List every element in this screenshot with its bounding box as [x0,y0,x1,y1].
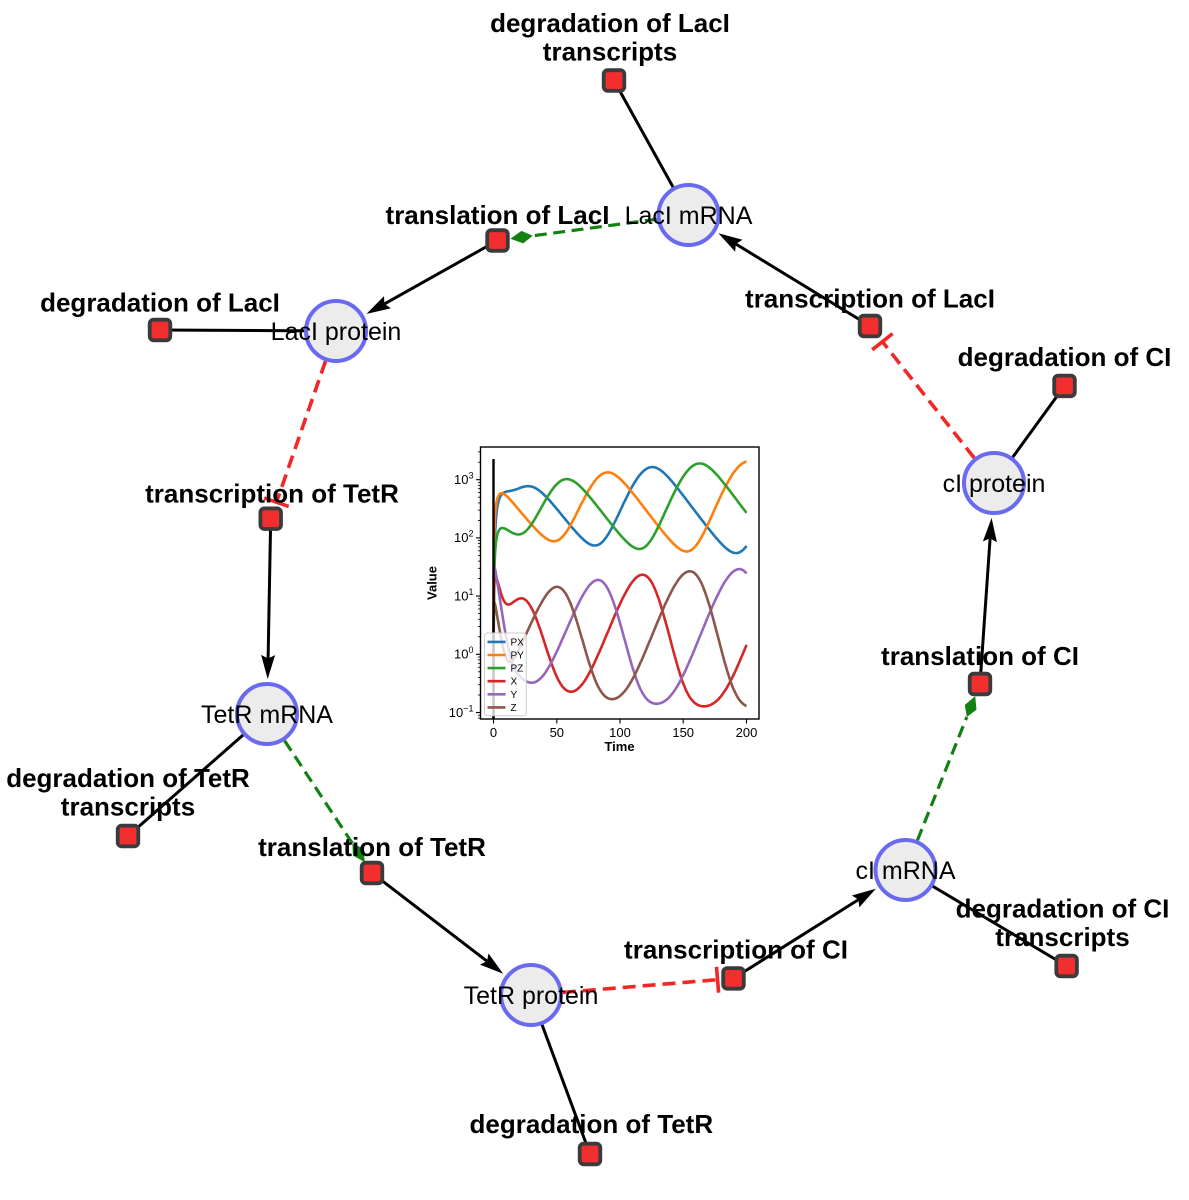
svg-text:PZ: PZ [511,664,524,675]
svg-text:Y: Y [511,690,518,701]
svg-text:degradation of LacI: degradation of LacI [40,288,280,318]
svg-text:cI protein: cI protein [943,470,1046,498]
svg-text:degradation of LacI: degradation of LacI [490,8,730,38]
svg-text:cI mRNA: cI mRNA [856,857,956,885]
svg-text:Z: Z [511,703,517,714]
svg-text:transcripts: transcripts [61,792,195,822]
svg-text:transcription of TetR: transcription of TetR [145,479,399,509]
svg-text:LacI protein: LacI protein [271,318,402,346]
svg-text:degradation of CI: degradation of CI [958,342,1172,372]
svg-text:transcription of CI: transcription of CI [624,935,848,965]
svg-text:0: 0 [490,725,497,740]
svg-text:LacI mRNA: LacI mRNA [625,202,753,230]
svg-text:transcripts: transcripts [995,922,1129,952]
svg-text:degradation of CI: degradation of CI [956,894,1170,924]
svg-text:TetR mRNA: TetR mRNA [201,701,333,729]
svg-text:transcripts: transcripts [543,37,677,67]
svg-text:200: 200 [736,725,758,740]
svg-text:TetR protein: TetR protein [464,982,599,1010]
svg-text:X: X [511,677,518,688]
svg-text:Value: Value [425,566,440,600]
svg-text:degradation of TetR: degradation of TetR [6,763,250,793]
svg-text:PX: PX [511,637,525,648]
svg-text:degradation of TetR: degradation of TetR [469,1109,713,1139]
svg-text:translation of CI: translation of CI [881,641,1079,671]
svg-text:100: 100 [609,725,631,740]
svg-text:50: 50 [550,725,564,740]
svg-text:translation of TetR: translation of TetR [258,832,486,862]
svg-text:150: 150 [672,725,694,740]
svg-text:translation of LacI: translation of LacI [386,200,610,230]
svg-text:transcription of LacI: transcription of LacI [745,284,995,314]
svg-text:Time: Time [604,739,634,754]
svg-text:PY: PY [511,651,525,662]
